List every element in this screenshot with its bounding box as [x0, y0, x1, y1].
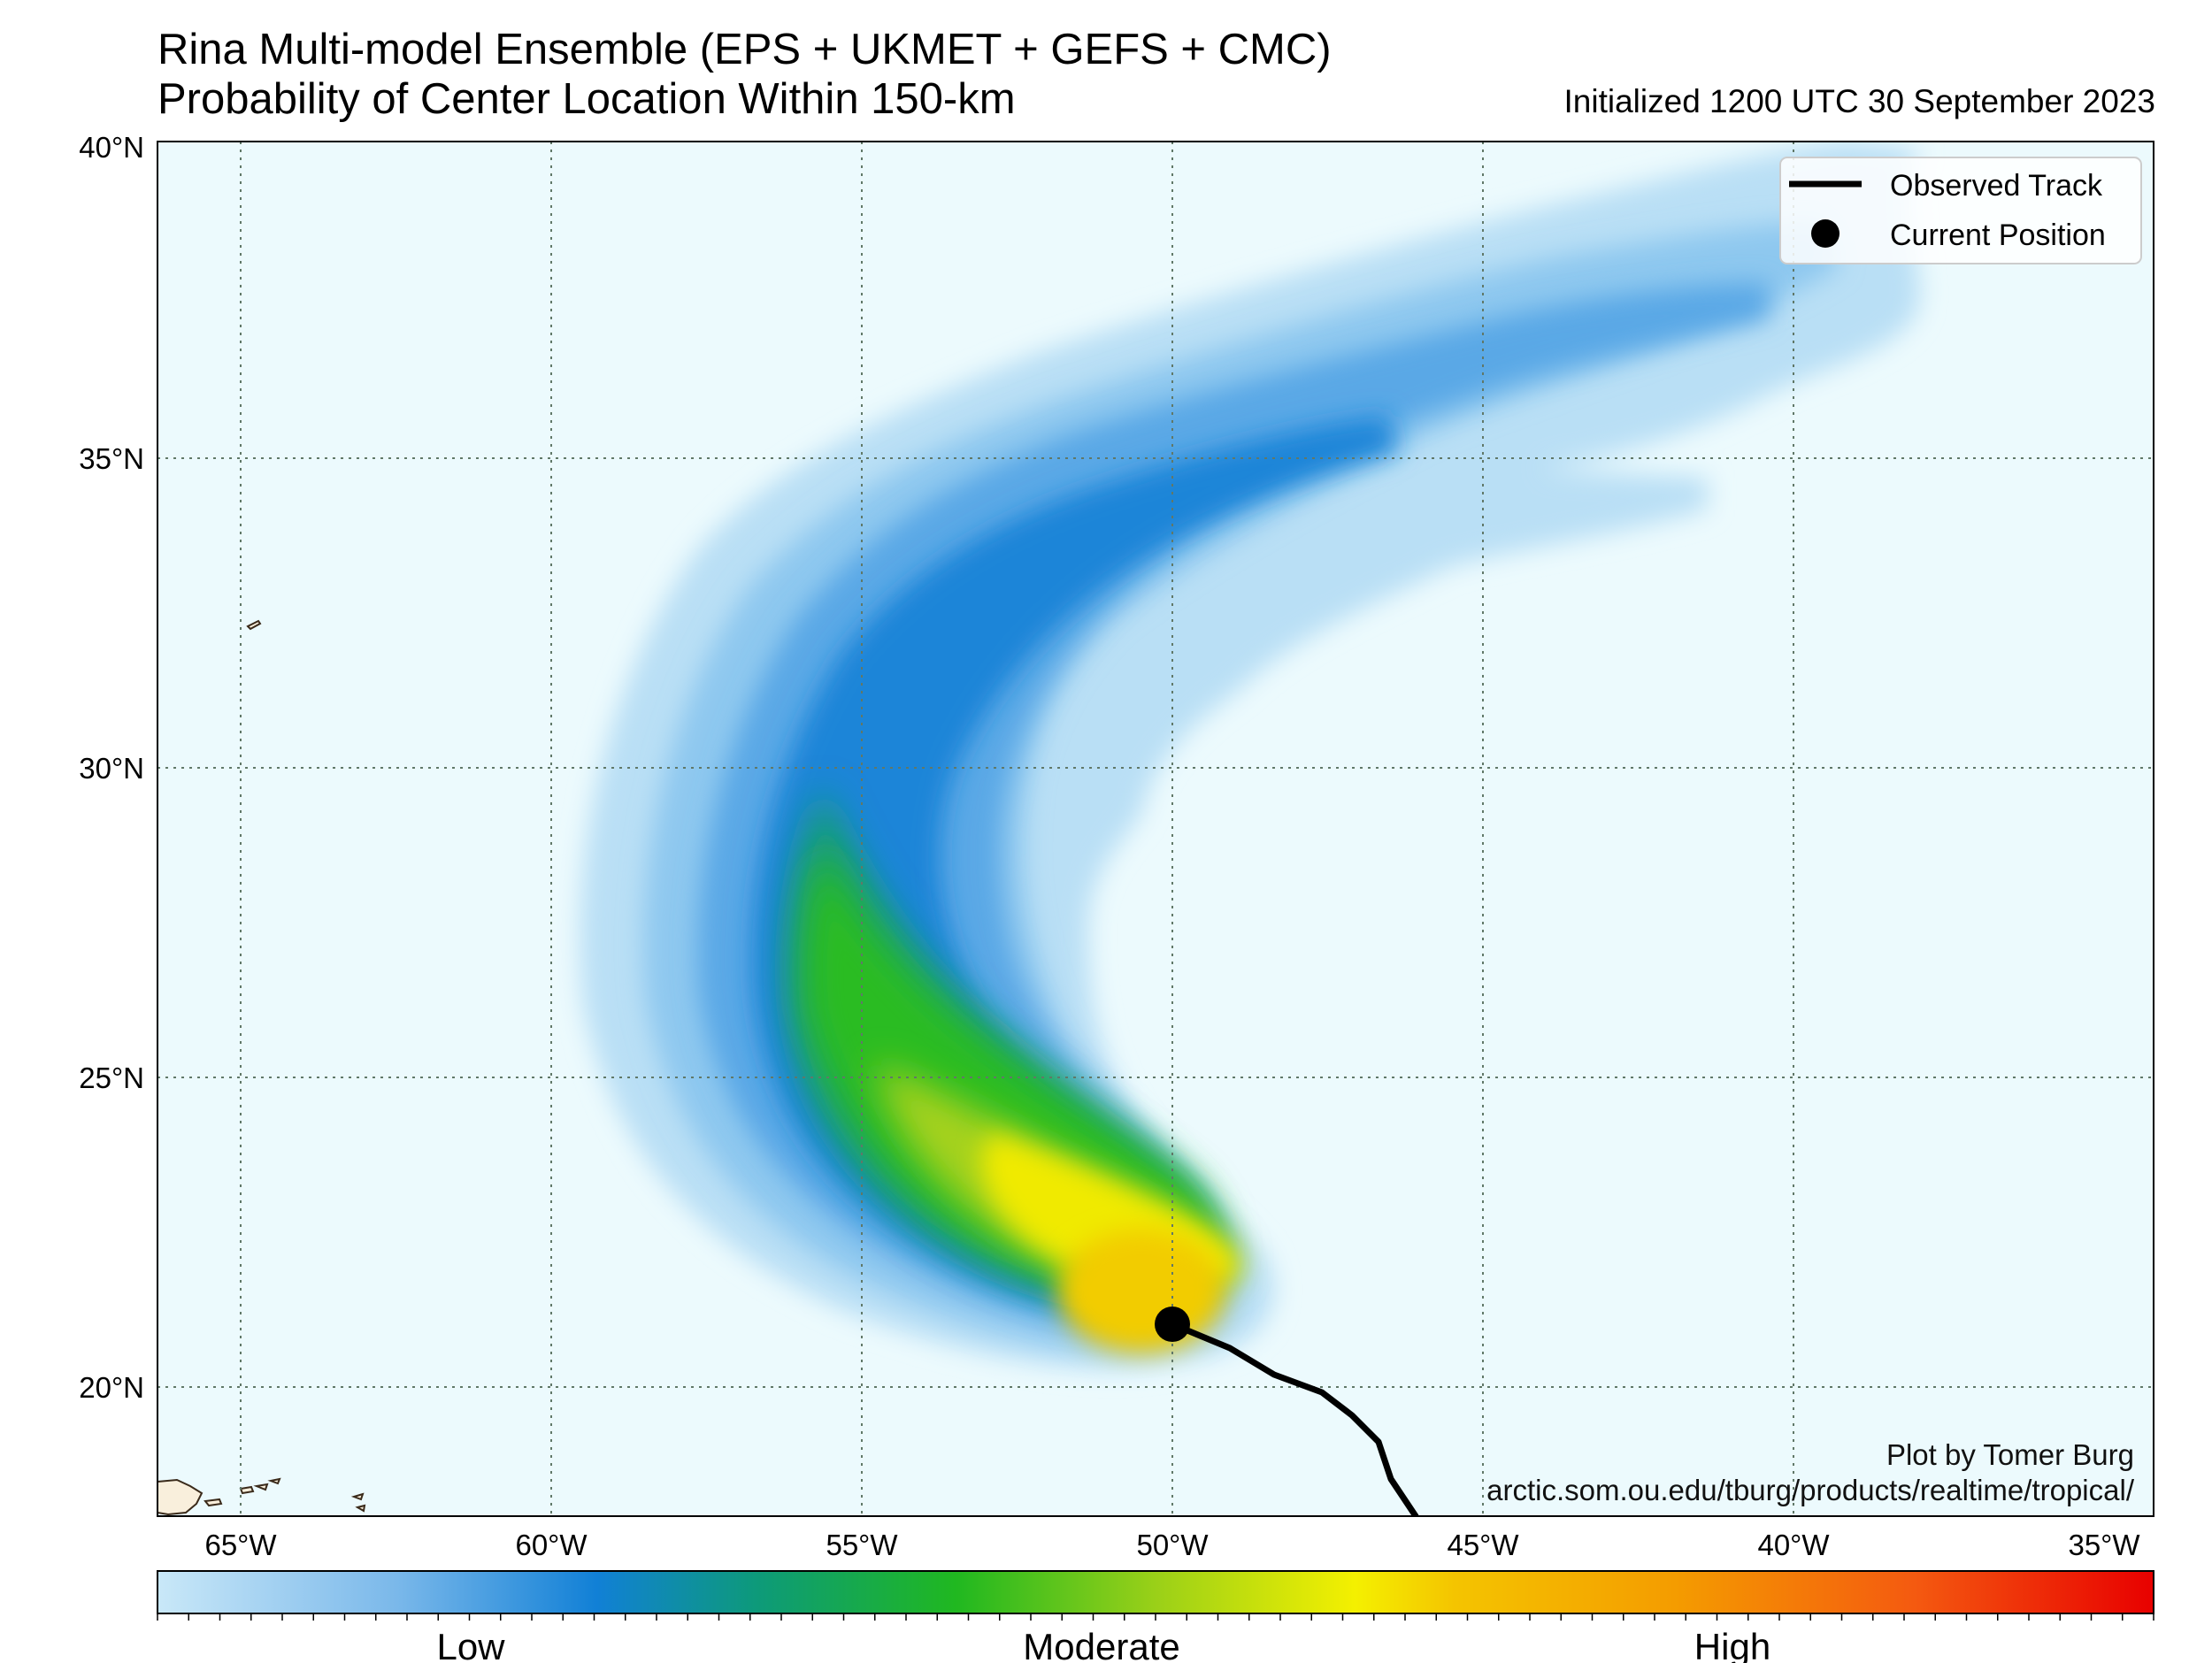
lon-label: 65°W [204, 1529, 277, 1561]
lon-label: 45°W [1447, 1529, 1519, 1561]
chart-subtitle: Probability of Center Location Within 15… [157, 75, 1016, 123]
lon-label: 40°W [1757, 1529, 1830, 1561]
colorbar-label-high: High [1694, 1626, 1770, 1663]
colorbar: Low Moderate High [157, 1570, 2154, 1663]
current-position-marker [1155, 1307, 1190, 1342]
graticule [157, 142, 2154, 1516]
map-frame [157, 141, 2154, 1517]
colorbar-label-moderate: Moderate [1023, 1626, 1179, 1663]
lon-label: 60°W [515, 1529, 588, 1561]
legend-item-current-position: Current Position [1890, 218, 2106, 252]
lat-label: 40°N [79, 131, 144, 164]
observed-track-line [1169, 1321, 1419, 1516]
lon-label: 35°W [2068, 1529, 2140, 1561]
lat-label: 25°N [79, 1061, 144, 1094]
init-time: Initialized 1200 UTC 30 September 2023 [1563, 83, 2155, 119]
legend: Observed Track Current Position [1779, 157, 2142, 264]
lat-label: 20°N [79, 1371, 144, 1404]
lat-label: 30°N [79, 752, 144, 785]
lon-label: 50°W [1136, 1529, 1209, 1561]
lon-label: 55°W [826, 1529, 898, 1561]
legend-position-swatch [1811, 219, 1839, 248]
chart-title: Rina Multi-model Ensemble (EPS + UKMET +… [157, 26, 1332, 73]
probability-field [580, 142, 1921, 1369]
legend-item-observed-track: Observed Track [1890, 169, 2103, 203]
land-islands [157, 619, 366, 1516]
lat-label: 35°N [79, 442, 144, 475]
credit-url: arctic.som.ou.edu/tburg/products/realtim… [1486, 1474, 2135, 1506]
credit-author: Plot by Tomer Burg [1886, 1438, 2134, 1471]
colorbar-label-low: Low [436, 1626, 505, 1663]
